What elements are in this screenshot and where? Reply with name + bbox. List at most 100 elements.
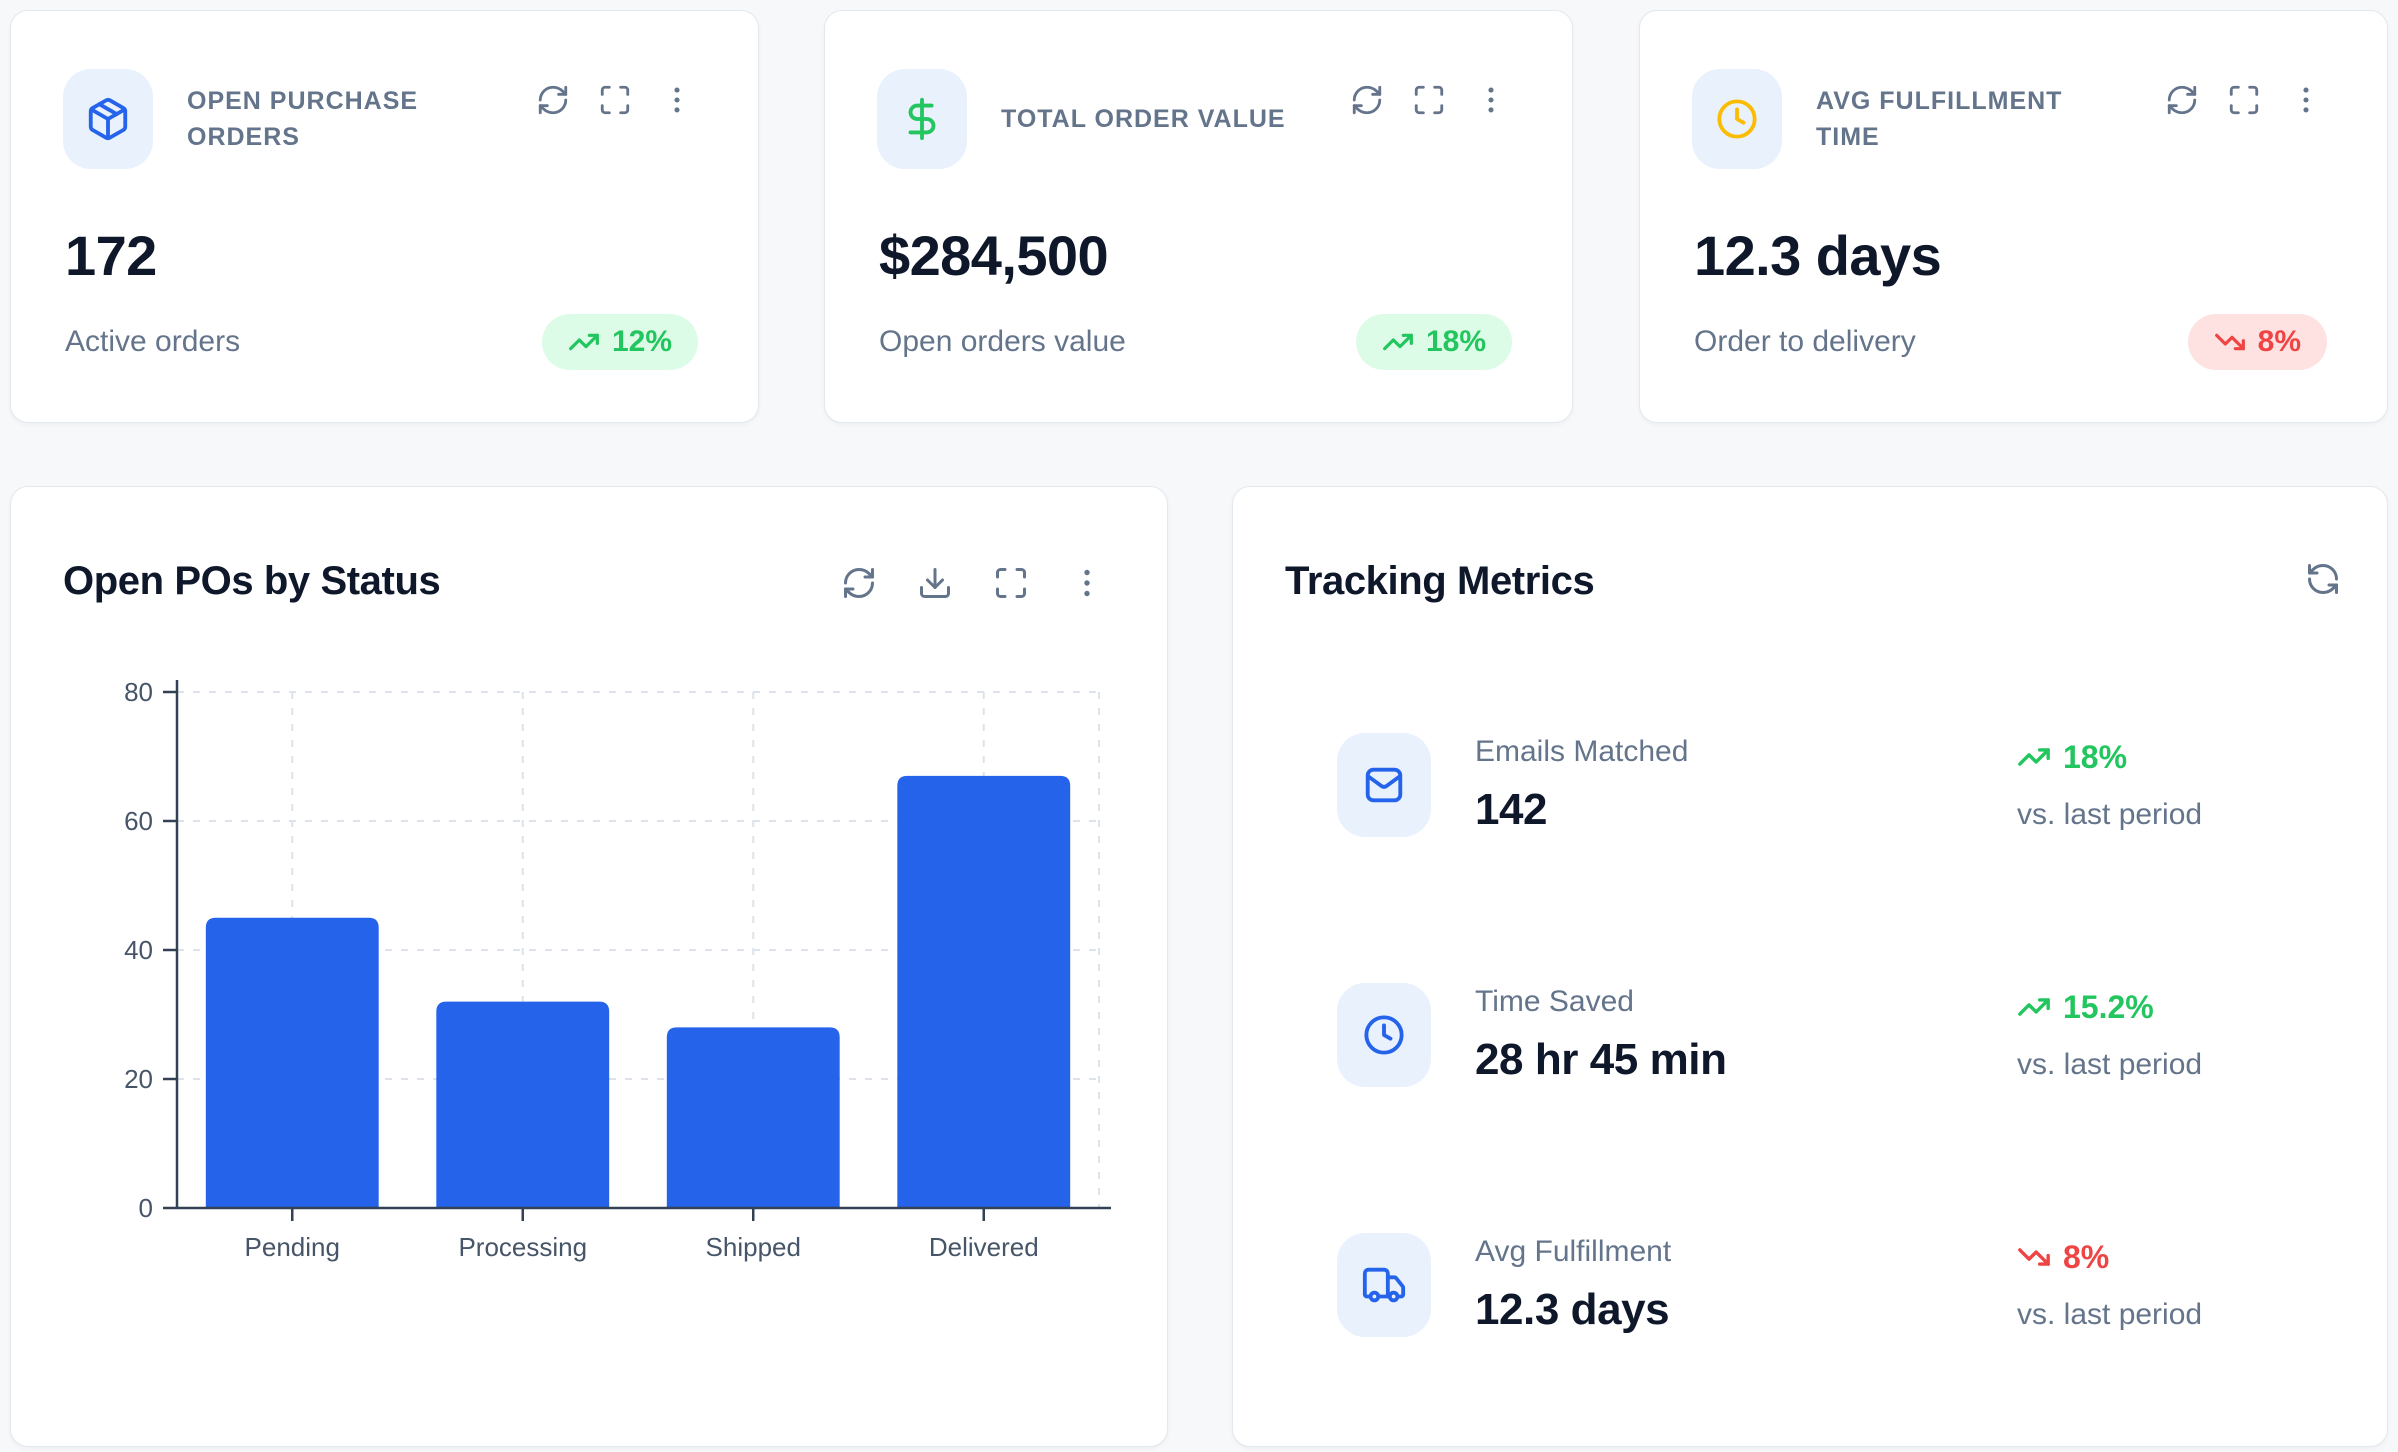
kpi-footer: Open orders value 18% bbox=[879, 314, 1512, 370]
kpi-sublabel: Open orders value bbox=[879, 325, 1126, 358]
refresh-icon[interactable] bbox=[2165, 83, 2199, 117]
tracking-metrics-card: Tracking Metrics Emails Matched 142 18% … bbox=[1232, 486, 2388, 1447]
kpi-icon-tile bbox=[877, 69, 967, 169]
kebab-menu-icon[interactable] bbox=[1069, 565, 1105, 601]
kpi-card-actions bbox=[536, 83, 694, 117]
metric-icon-tile bbox=[1337, 983, 1431, 1087]
metric-compare: vs. last period bbox=[2017, 1047, 2203, 1081]
clock-icon bbox=[1361, 1012, 1407, 1058]
metric-compare: vs. last period bbox=[2017, 797, 2203, 831]
svg-text:20: 20 bbox=[124, 1064, 153, 1094]
metric-icon-tile bbox=[1337, 733, 1431, 837]
kpi-title: OPEN PURCHASE ORDERS bbox=[187, 86, 419, 151]
metric-main: Avg Fulfillment 12.3 days bbox=[1475, 1235, 1671, 1335]
trend-value: 8% bbox=[2063, 1238, 2110, 1275]
metric-trend: 18% bbox=[2017, 739, 2347, 776]
kpi-footer: Order to delivery 8% bbox=[1694, 314, 2327, 370]
clock-icon bbox=[1714, 96, 1760, 142]
trend-badge: 8% bbox=[2187, 314, 2327, 370]
download-icon[interactable] bbox=[917, 565, 953, 601]
metric-compare: vs. last period bbox=[2017, 1297, 2203, 1331]
metric-row-avg-fulfillment: Avg Fulfillment 12.3 days 8% vs. last pe… bbox=[1337, 1232, 2347, 1338]
metric-row-time-saved: Time Saved 28 hr 45 min 15.2% vs. last p… bbox=[1337, 982, 2347, 1088]
fullscreen-icon[interactable] bbox=[2227, 83, 2261, 117]
mail-icon bbox=[1361, 762, 1407, 808]
kpi-card-open-purchase-orders: OPEN PURCHASE ORDERS 172 Active orders 1… bbox=[10, 10, 759, 423]
trend-down-icon bbox=[2017, 1240, 2051, 1274]
trend-up-icon bbox=[2017, 990, 2051, 1024]
refresh-icon[interactable] bbox=[1350, 83, 1384, 117]
chart-actions bbox=[841, 565, 1105, 601]
kpi-value: $284,500 bbox=[879, 224, 1109, 287]
trend-value: 8% bbox=[2257, 325, 2301, 358]
dollar-icon bbox=[899, 96, 945, 142]
trend-value: 18% bbox=[1425, 325, 1486, 358]
refresh-icon[interactable] bbox=[536, 83, 570, 117]
kebab-menu-icon[interactable] bbox=[660, 83, 694, 117]
trend-badge: 12% bbox=[541, 314, 698, 370]
svg-text:40: 40 bbox=[124, 935, 153, 965]
kpi-value: 12.3 days bbox=[1694, 224, 1942, 287]
x-axis-label-pending: Pending bbox=[245, 1232, 340, 1262]
fullscreen-icon[interactable] bbox=[993, 565, 1029, 601]
metric-label: Avg Fulfillment bbox=[1475, 1235, 1672, 1268]
metric-label: Time Saved bbox=[1475, 985, 1634, 1018]
chart-title: Open POs by Status bbox=[63, 559, 441, 603]
trend-up-icon bbox=[1382, 326, 1414, 358]
metric-trend: 15.2% bbox=[2017, 989, 2347, 1026]
kpi-icon-tile bbox=[63, 69, 153, 169]
metric-side: 15.2% vs. last period bbox=[2017, 989, 2347, 1082]
metric-main: Time Saved 28 hr 45 min bbox=[1475, 985, 1727, 1085]
kebab-menu-icon[interactable] bbox=[2289, 83, 2323, 117]
kpi-title: AVG FULFILLMENT TIME bbox=[1816, 86, 2063, 151]
metric-label: Emails Matched bbox=[1475, 735, 1689, 768]
metric-value: 142 bbox=[1475, 785, 1548, 834]
trend-down-icon bbox=[2214, 326, 2246, 358]
x-axis-label-delivered: Delivered bbox=[929, 1232, 1039, 1262]
metric-row-emails-matched: Emails Matched 142 18% vs. last period bbox=[1337, 732, 2347, 838]
kpi-card-total-order-value: TOTAL ORDER VALUE $284,500 Open orders v… bbox=[824, 10, 1573, 423]
metric-trend: 8% bbox=[2017, 1239, 2347, 1276]
metric-side: 18% vs. last period bbox=[2017, 739, 2347, 832]
trend-value: 15.2% bbox=[2063, 988, 2154, 1025]
metric-value: 12.3 days bbox=[1475, 1285, 1670, 1334]
metric-side: 8% vs. last period bbox=[2017, 1239, 2347, 1332]
bar-pending[interactable] bbox=[205, 917, 379, 1208]
kpi-icon-tile bbox=[1692, 69, 1782, 169]
package-icon bbox=[85, 96, 131, 142]
svg-text:0: 0 bbox=[139, 1193, 153, 1223]
x-axis-label-shipped: Shipped bbox=[706, 1232, 801, 1262]
kpi-card-actions bbox=[2165, 83, 2323, 117]
metric-main: Emails Matched 142 bbox=[1475, 735, 1688, 835]
trend-value: 18% bbox=[2063, 738, 2128, 775]
kpi-sublabel: Active orders bbox=[65, 325, 241, 358]
bar-shipped[interactable] bbox=[666, 1027, 840, 1208]
kpi-card-actions bbox=[1350, 83, 1508, 117]
bar-delivered[interactable] bbox=[897, 775, 1071, 1208]
kebab-menu-icon[interactable] bbox=[1474, 83, 1508, 117]
svg-text:80: 80 bbox=[124, 677, 153, 707]
kpi-card-avg-fulfillment-time: AVG FULFILLMENT TIME 12.3 days Order to … bbox=[1639, 10, 2388, 423]
refresh-icon[interactable] bbox=[841, 565, 877, 601]
refresh-icon[interactable] bbox=[2305, 561, 2341, 597]
trend-badge: 18% bbox=[1355, 314, 1512, 370]
trend-value: 12% bbox=[611, 325, 672, 358]
kpi-sublabel: Order to delivery bbox=[1694, 325, 1916, 358]
trend-up-icon bbox=[568, 326, 600, 358]
tracking-title: Tracking Metrics bbox=[1285, 559, 1595, 603]
truck-icon bbox=[1361, 1262, 1407, 1308]
fullscreen-icon[interactable] bbox=[1412, 83, 1446, 117]
trend-up-icon bbox=[2017, 740, 2051, 774]
kpi-title: TOTAL ORDER VALUE bbox=[1001, 104, 1286, 133]
x-axis-label-processing: Processing bbox=[458, 1232, 587, 1262]
metric-icon-tile bbox=[1337, 1233, 1431, 1337]
kpi-value: 172 bbox=[65, 224, 157, 287]
chart-card-open-pos-by-status: Open POs by Status 0 20 40 60 80 Pending Proce… bbox=[10, 486, 1168, 1447]
metric-value: 28 hr 45 min bbox=[1475, 1035, 1727, 1084]
svg-text:60: 60 bbox=[124, 806, 153, 836]
kpi-footer: Active orders 12% bbox=[65, 314, 698, 370]
tracking-card-actions bbox=[2305, 561, 2341, 597]
fullscreen-icon[interactable] bbox=[598, 83, 632, 117]
bar-processing[interactable] bbox=[436, 1001, 610, 1208]
status-bar-chart[interactable]: 0 20 40 60 80 Pending Processing Shipped Deliver… bbox=[41, 652, 1151, 1302]
